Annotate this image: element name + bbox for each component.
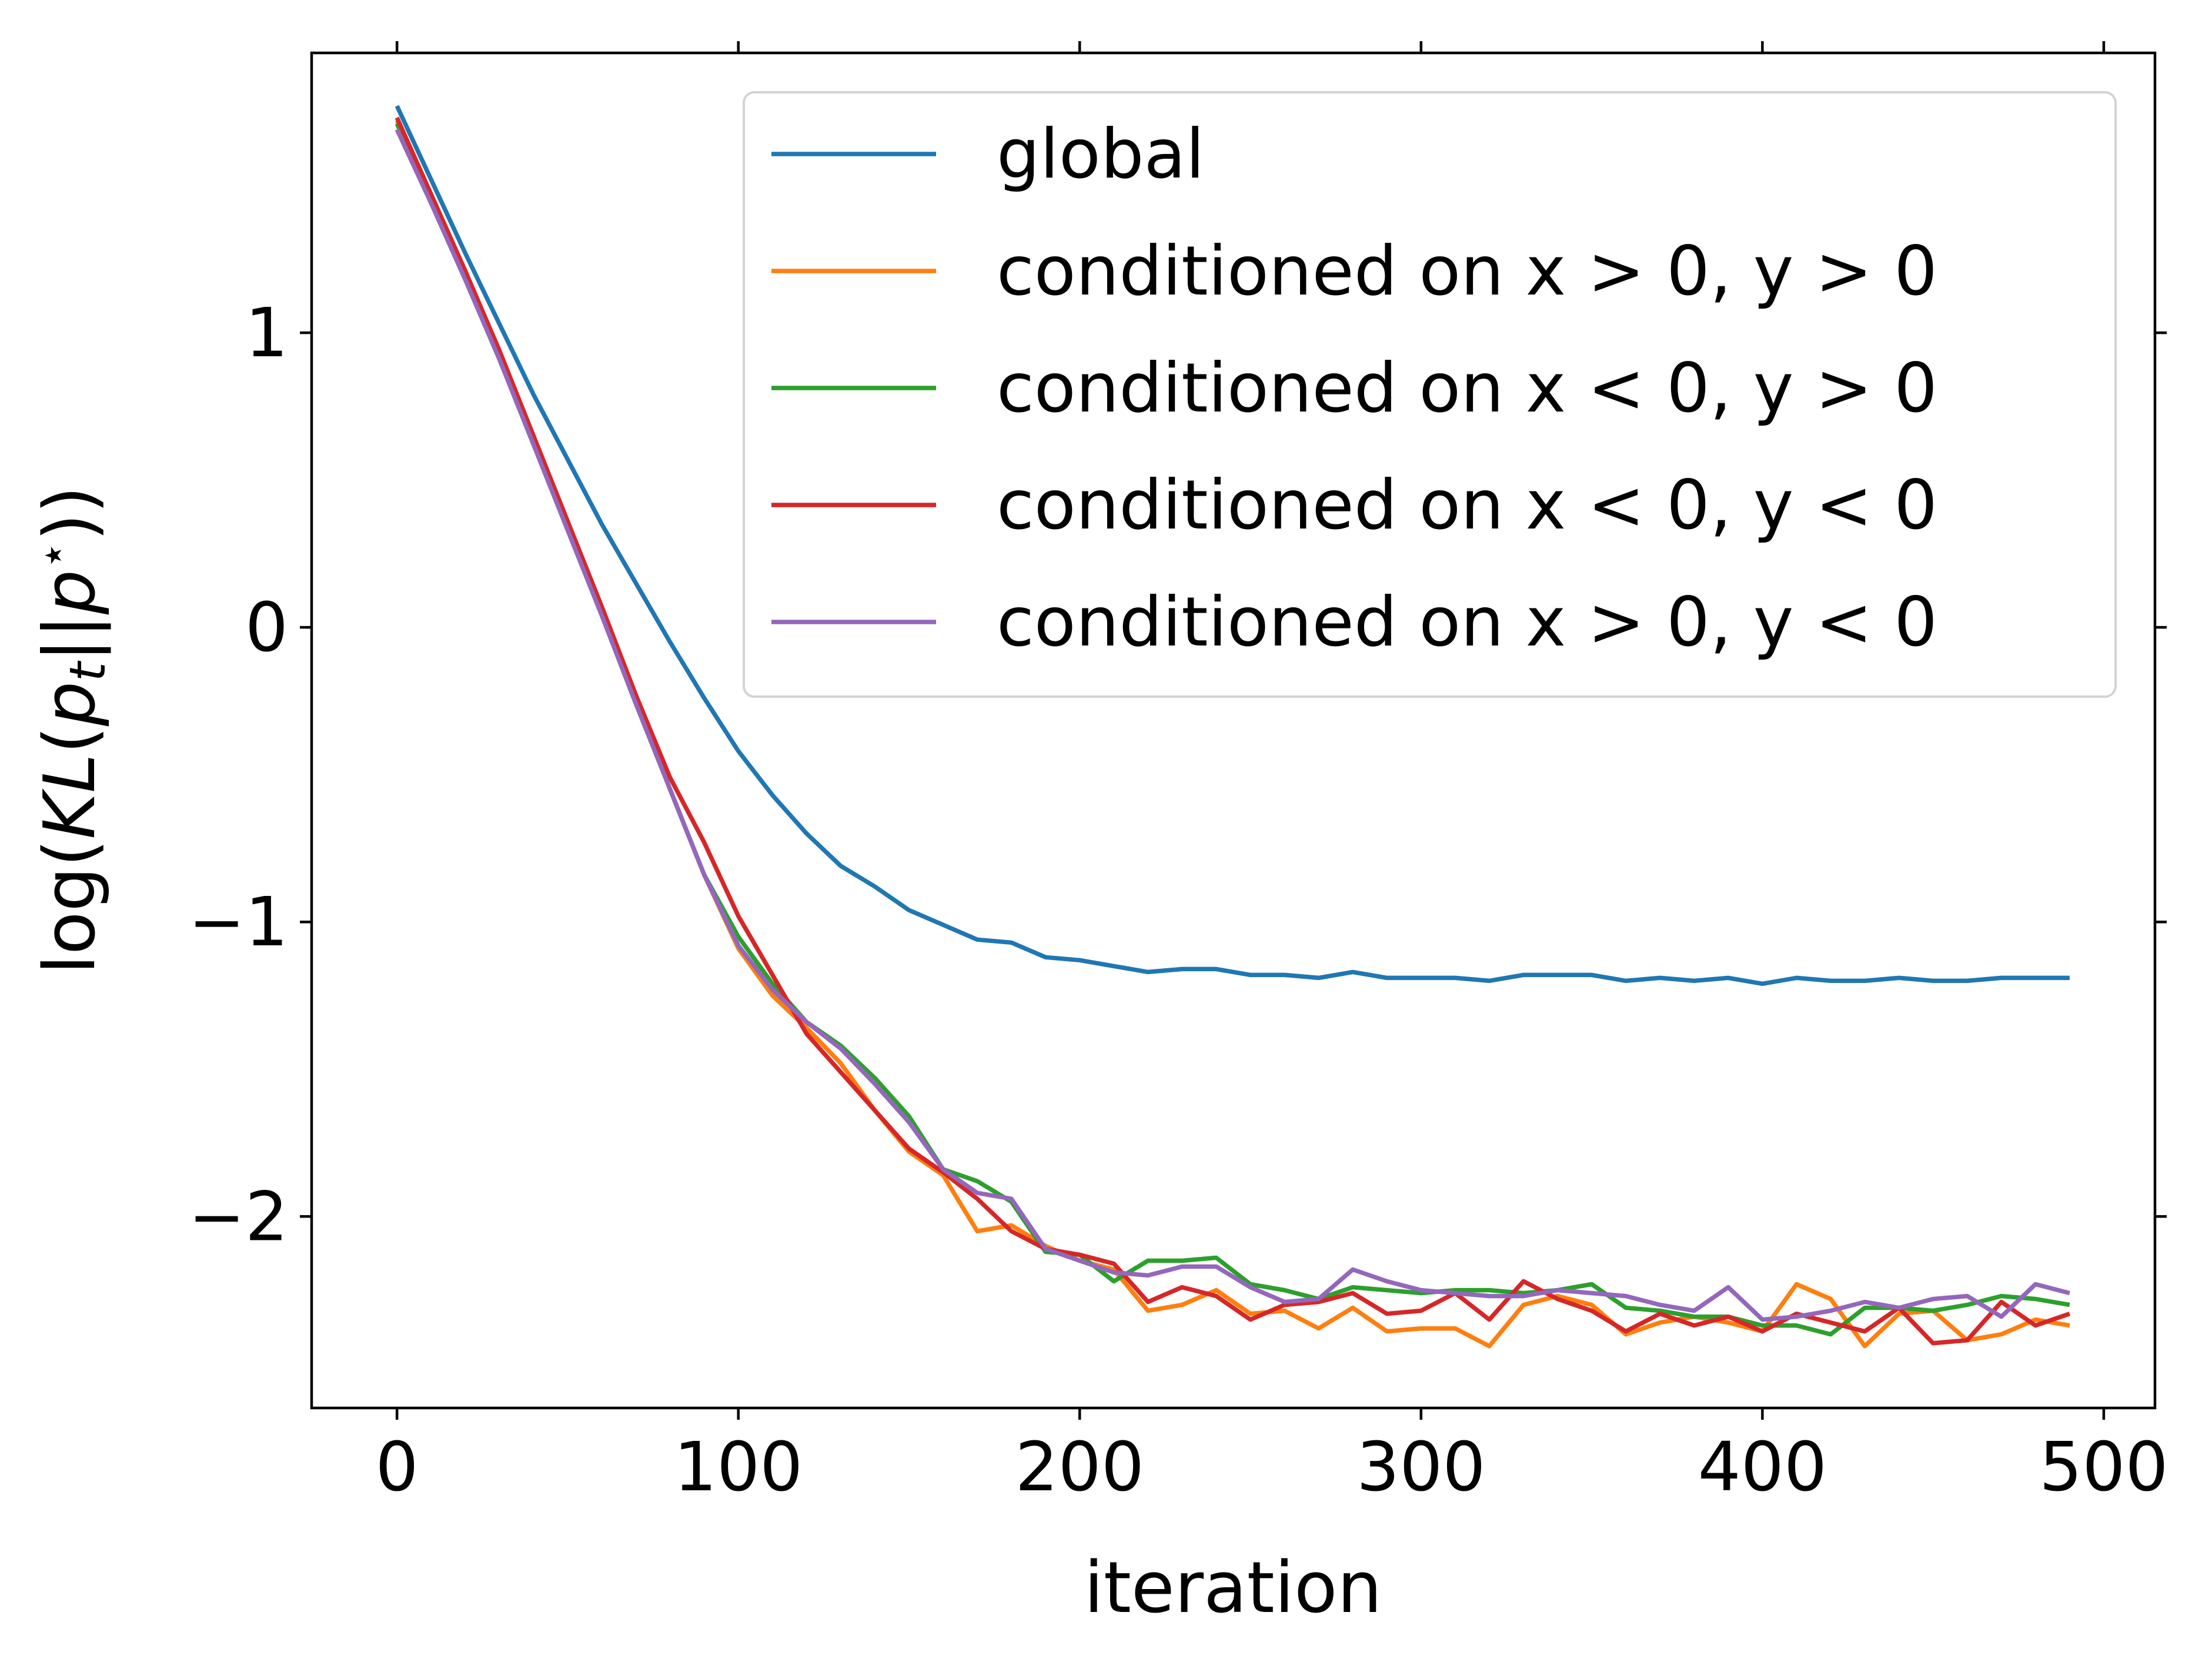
- ticks-layer: 0 100 200 300 400 500 1 0 −1 −2: [188, 41, 2168, 1507]
- axes-frame: [310, 51, 2157, 1410]
- x-tick-label-500: 500: [2039, 1428, 2168, 1507]
- y-tick-label-0: 1: [245, 294, 288, 373]
- y-axis-title-kl: KL: [29, 754, 111, 839]
- legend-label-4: conditioned on x < 0, y < 0: [997, 466, 1937, 545]
- y-axis-title-open: (: [29, 726, 111, 754]
- y-axis-title-p-star: p: [29, 570, 111, 615]
- y-axis-title-superscript: ⋆: [26, 541, 79, 570]
- x-axis-title: iteration: [1084, 1547, 1382, 1629]
- y-axis-title-prefix: log(: [29, 839, 111, 975]
- series-line-5: [395, 128, 2070, 1322]
- y-axis-title-close: )): [29, 486, 111, 541]
- series-line-1: [395, 105, 2070, 986]
- legend-label-5: conditioned on x > 0, y < 0: [997, 583, 1937, 662]
- y-axis-title-p: p: [29, 681, 111, 727]
- legend-box: [743, 91, 2117, 698]
- series-layer: [395, 105, 2071, 1349]
- x-tick-label-400: 400: [1698, 1428, 1827, 1507]
- y-axis-title-bars: ||: [29, 614, 111, 662]
- legend: global conditioned on x > 0, y > 0 conditi…: [743, 91, 2117, 698]
- x-tick-label-0: 0: [376, 1428, 419, 1507]
- legend-label-3: conditioned on x < 0, y > 0: [997, 349, 1937, 428]
- y-tick-label-1: 0: [245, 588, 288, 667]
- y-axis-title: log(KL(pt||p⋆)): [26, 486, 116, 975]
- legend-label-2: conditioned on x > 0, y > 0: [997, 232, 1937, 311]
- x-tick-label-100: 100: [674, 1428, 803, 1507]
- x-tick-label-300: 300: [1356, 1428, 1486, 1507]
- legend-label-1: global: [997, 115, 1205, 194]
- y-axis-title-subscript: t: [59, 660, 116, 681]
- legend-entries: global conditioned on x > 0, y > 0 conditi…: [771, 115, 1937, 662]
- y-tick-label-2: −1: [188, 883, 288, 962]
- plot-area: 0 100 200 300 400 500 1 0 −1 −2: [188, 41, 2168, 1507]
- y-tick-label-3: −2: [188, 1178, 288, 1256]
- x-tick-label-200: 200: [1015, 1428, 1145, 1507]
